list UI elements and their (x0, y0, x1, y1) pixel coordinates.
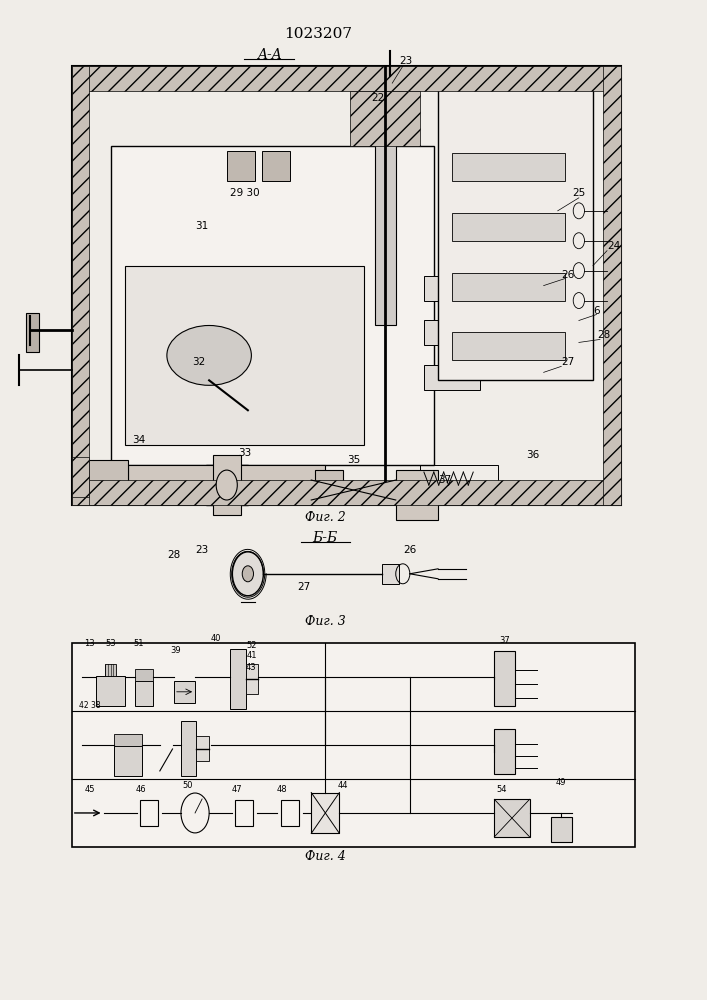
Bar (396, 470, 438, 520)
Bar (551, 817, 572, 842)
Text: 27: 27 (561, 357, 575, 367)
Bar (262, 151, 290, 181)
Text: 26: 26 (403, 545, 416, 555)
Circle shape (233, 552, 264, 596)
Text: 37: 37 (438, 475, 452, 485)
Text: 41: 41 (246, 651, 257, 660)
Text: 42 38: 42 38 (78, 701, 100, 710)
Text: 31: 31 (195, 221, 209, 231)
Text: 40: 40 (211, 634, 221, 643)
Bar (135, 669, 153, 681)
Bar (96, 676, 124, 706)
Bar (110, 146, 435, 465)
Text: 32: 32 (192, 357, 205, 367)
Text: 23: 23 (195, 545, 209, 555)
Text: 22: 22 (371, 93, 385, 103)
Text: 1023207: 1023207 (284, 27, 352, 41)
Text: 37: 37 (500, 636, 510, 645)
Bar (494, 651, 515, 706)
Text: 25: 25 (572, 188, 585, 198)
Text: 35: 35 (347, 455, 360, 465)
Text: 51: 51 (134, 639, 144, 648)
Text: 44: 44 (338, 781, 348, 790)
Text: 24: 24 (607, 241, 621, 251)
Bar (311, 793, 339, 833)
Bar (105, 664, 116, 676)
Text: 47: 47 (232, 785, 243, 794)
Bar (72, 66, 621, 91)
Text: 28: 28 (168, 550, 180, 560)
Bar (230, 649, 246, 709)
Text: Фиг. 4: Фиг. 4 (305, 850, 346, 863)
Text: Фиг. 3: Фиг. 3 (305, 615, 346, 628)
Bar (315, 470, 343, 500)
Circle shape (243, 566, 254, 582)
Text: Б-Б: Б-Б (312, 531, 338, 545)
Bar (494, 799, 530, 837)
Bar (114, 734, 142, 746)
Bar (424, 365, 480, 390)
Bar (213, 455, 241, 515)
Bar (357, 96, 414, 136)
Text: 29 30: 29 30 (230, 188, 259, 198)
Bar (72, 66, 89, 505)
Bar (350, 91, 421, 146)
Text: 13: 13 (84, 639, 95, 648)
Bar (114, 746, 142, 776)
Text: 53: 53 (105, 639, 116, 648)
Text: 48: 48 (276, 785, 287, 794)
Ellipse shape (167, 325, 252, 385)
Bar (72, 457, 89, 497)
Bar (181, 721, 197, 776)
Bar (174, 681, 195, 703)
Text: 39: 39 (170, 646, 182, 655)
Bar (438, 81, 593, 380)
Bar (604, 66, 621, 505)
Text: Фиг. 2: Фиг. 2 (305, 511, 346, 524)
Text: 36: 36 (527, 450, 539, 460)
Bar (206, 465, 248, 505)
Bar (382, 76, 399, 101)
Bar (424, 276, 480, 301)
Bar (135, 681, 153, 706)
Text: 54: 54 (496, 785, 507, 794)
Bar (452, 213, 565, 241)
Text: 46: 46 (136, 785, 146, 794)
Bar (452, 273, 565, 301)
Bar (128, 465, 325, 490)
Bar (86, 460, 128, 495)
Bar (72, 643, 635, 847)
Text: 33: 33 (238, 448, 251, 458)
Text: 52: 52 (246, 641, 257, 650)
Text: 26: 26 (561, 270, 575, 280)
Text: 27: 27 (298, 582, 311, 592)
Bar (452, 332, 565, 360)
Bar (227, 151, 255, 181)
Bar (382, 564, 399, 584)
Bar (72, 66, 621, 505)
Bar (124, 266, 364, 445)
Bar (421, 465, 498, 490)
Text: 28: 28 (597, 330, 610, 340)
Bar (494, 729, 515, 774)
Bar (424, 320, 480, 345)
Text: A-A: A-A (257, 48, 281, 62)
Text: 23: 23 (399, 56, 413, 66)
Bar (197, 736, 209, 761)
Bar (72, 480, 621, 505)
Bar (246, 664, 259, 694)
Text: 34: 34 (132, 435, 146, 445)
Bar (26, 313, 39, 352)
Text: 43: 43 (246, 663, 257, 672)
Bar (375, 106, 396, 325)
Text: 49: 49 (556, 778, 566, 787)
Text: 50: 50 (182, 781, 193, 790)
Text: 45: 45 (84, 785, 95, 794)
Text: 6: 6 (593, 306, 600, 316)
Bar (452, 153, 565, 181)
Circle shape (216, 470, 238, 500)
